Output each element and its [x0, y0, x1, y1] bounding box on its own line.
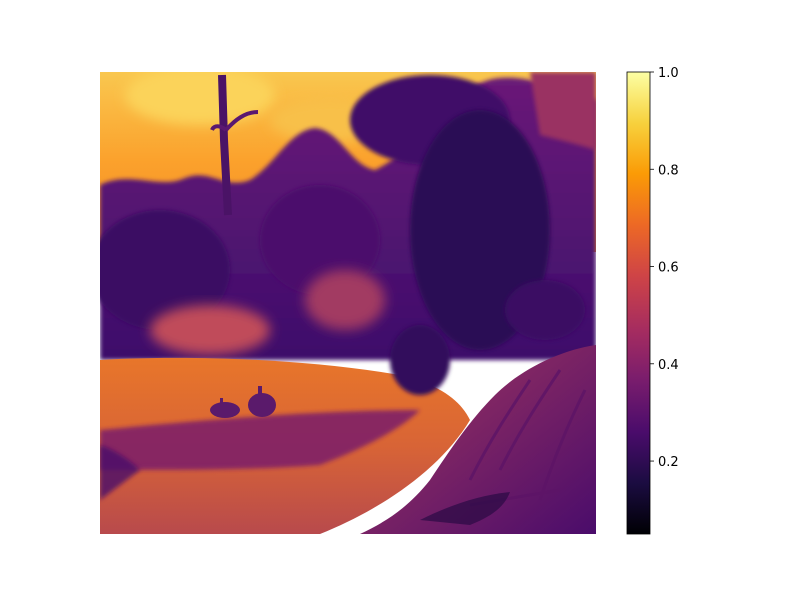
colorbar-tick-label: 0.6 [658, 261, 679, 276]
colorbar-frame [626, 71, 651, 535]
foliage [410, 110, 550, 350]
bank-striations [468, 369, 587, 507]
colorbar-tick-label: 0.4 [658, 358, 679, 373]
misty-rock [150, 305, 270, 355]
bank-shadow [420, 492, 510, 525]
colorbar-tick-label: 1.0 [658, 66, 679, 81]
rock-cliff [530, 72, 596, 150]
colorbar-gradient [627, 72, 650, 534]
rocky-bank [360, 345, 596, 534]
colorbar-tick-label: 0.2 [658, 455, 679, 470]
colorbar: 0.2 0.4 0.6 0.8 1.0 [626, 66, 679, 535]
bush [505, 280, 585, 340]
small-plants [210, 386, 276, 418]
foliage [100, 210, 230, 330]
dead-tree [218, 74, 232, 216]
foliage [260, 185, 380, 295]
colorbar-tick-label: 0.8 [658, 163, 679, 178]
colorbar-ticks: 0.2 0.4 0.6 0.8 1.0 [650, 66, 679, 470]
misty-rock [305, 270, 385, 330]
heatmap-image [100, 72, 596, 534]
path-shadow [100, 410, 420, 470]
bush [390, 325, 450, 395]
dead-tree-branch [210, 110, 259, 132]
bright-cloud [125, 72, 275, 125]
shadow-corner [100, 445, 140, 500]
